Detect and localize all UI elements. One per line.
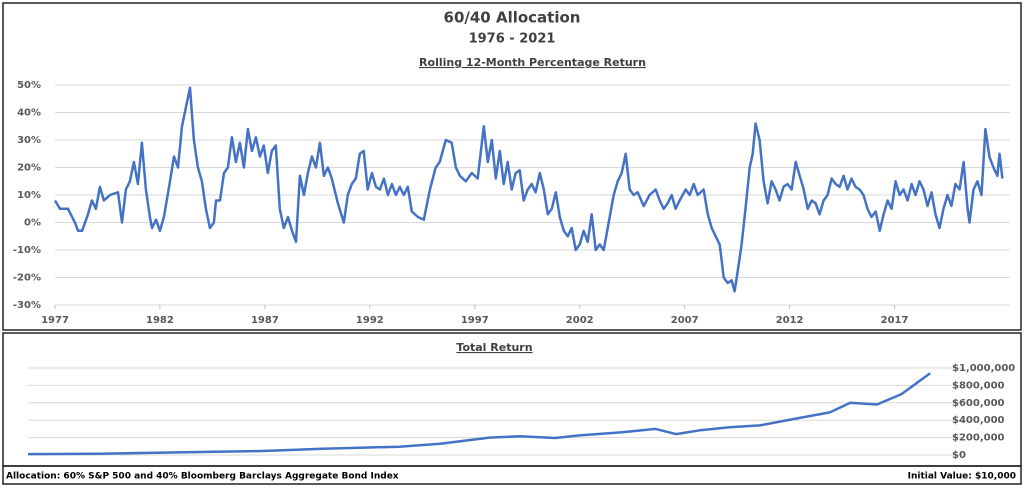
y-tick-label: 10% xyxy=(17,190,41,201)
y-tick-label: -10% xyxy=(13,245,41,256)
x-tick-label: 2017 xyxy=(881,315,909,326)
x-tick-label: 1982 xyxy=(146,315,174,326)
y-tick-label: 40% xyxy=(17,108,41,119)
footer-panel xyxy=(2,465,1022,485)
x-tick-label: 1997 xyxy=(461,315,489,326)
x-tick-label: 2002 xyxy=(566,315,594,326)
y-tick-label: -20% xyxy=(13,273,41,284)
y-tick-label: $200,000 xyxy=(952,433,1005,444)
chart-title: Total Return xyxy=(456,341,532,354)
page-title: 60/40 Allocation xyxy=(444,9,581,27)
footer-left: Allocation: 60% S&P 500 and 40% Bloomber… xyxy=(6,472,399,482)
y-tick-label: $600,000 xyxy=(952,398,1005,409)
y-tick-label: 30% xyxy=(17,135,41,146)
top-panel xyxy=(2,2,1022,331)
page-subtitle: 1976 - 2021 xyxy=(469,32,556,47)
x-tick-label: 1987 xyxy=(251,315,279,326)
data-line xyxy=(53,86,1004,293)
footer-right: Initial Value: $10,000 xyxy=(908,472,1016,482)
y-tick-label: -30% xyxy=(13,300,41,311)
y-tick-label: $800,000 xyxy=(952,380,1005,391)
y-tick-label: 0% xyxy=(24,218,41,229)
x-tick-label: 1977 xyxy=(41,315,69,326)
y-tick-label: $1,000,000 xyxy=(952,363,1015,374)
chart-title: Rolling 12-Month Percentage Return xyxy=(419,56,646,69)
data-line xyxy=(27,372,931,456)
y-tick-label: 50% xyxy=(17,80,41,91)
x-tick-label: 2007 xyxy=(671,315,699,326)
x-tick-label: 2012 xyxy=(776,315,804,326)
y-tick-label: 20% xyxy=(17,163,41,174)
y-tick-label: $0 xyxy=(952,450,966,461)
x-tick-label: 1992 xyxy=(356,315,384,326)
y-tick-label: $400,000 xyxy=(952,415,1005,426)
